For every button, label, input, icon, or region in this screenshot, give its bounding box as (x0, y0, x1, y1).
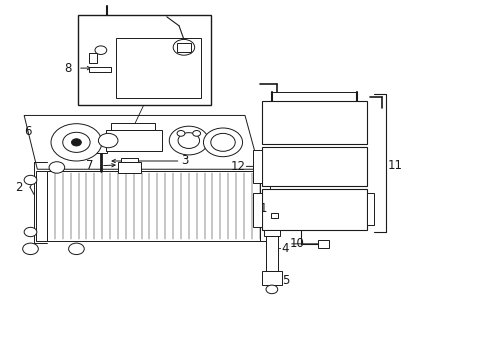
Text: 9: 9 (185, 44, 193, 57)
Bar (262, 271, 282, 285)
Circle shape (63, 132, 90, 152)
Bar (111, 123, 155, 130)
Circle shape (95, 46, 107, 54)
Circle shape (98, 134, 118, 148)
Circle shape (24, 175, 37, 185)
Text: 10: 10 (290, 237, 305, 250)
Circle shape (266, 285, 278, 294)
Text: 6: 6 (24, 125, 32, 138)
Text: 1: 1 (260, 202, 267, 215)
Text: 7: 7 (86, 159, 94, 172)
Bar (262, 147, 367, 186)
Bar (253, 193, 262, 226)
Circle shape (193, 131, 200, 136)
Text: 12: 12 (230, 160, 245, 173)
Bar (36, 171, 47, 241)
Circle shape (69, 243, 84, 255)
Bar (266, 235, 278, 271)
Bar (253, 149, 262, 183)
Bar (262, 101, 367, 144)
Circle shape (23, 243, 38, 255)
Bar (264, 230, 280, 235)
Bar (106, 130, 162, 151)
Circle shape (178, 133, 199, 148)
Text: 11: 11 (388, 159, 403, 172)
Bar (89, 53, 98, 63)
Bar (89, 67, 111, 72)
Bar (78, 15, 211, 105)
Circle shape (24, 227, 37, 237)
Bar (260, 171, 270, 241)
Text: 2: 2 (15, 181, 23, 194)
Circle shape (211, 134, 235, 151)
Text: 3: 3 (181, 154, 189, 167)
Circle shape (72, 139, 81, 146)
Circle shape (169, 126, 208, 155)
Text: 4: 4 (282, 242, 289, 255)
Bar (262, 189, 367, 230)
Bar (318, 239, 329, 248)
Circle shape (177, 131, 185, 136)
Bar (47, 171, 260, 241)
Bar (271, 213, 278, 218)
Bar (176, 43, 191, 51)
Circle shape (49, 162, 65, 173)
Circle shape (203, 128, 243, 157)
Bar (116, 39, 201, 98)
Bar (95, 145, 107, 153)
Text: 8: 8 (64, 62, 72, 75)
Circle shape (173, 40, 195, 55)
Text: 5: 5 (282, 274, 289, 287)
Circle shape (51, 124, 102, 161)
Bar (367, 193, 374, 225)
Bar (121, 158, 139, 162)
Polygon shape (24, 116, 260, 169)
Bar (118, 162, 142, 173)
